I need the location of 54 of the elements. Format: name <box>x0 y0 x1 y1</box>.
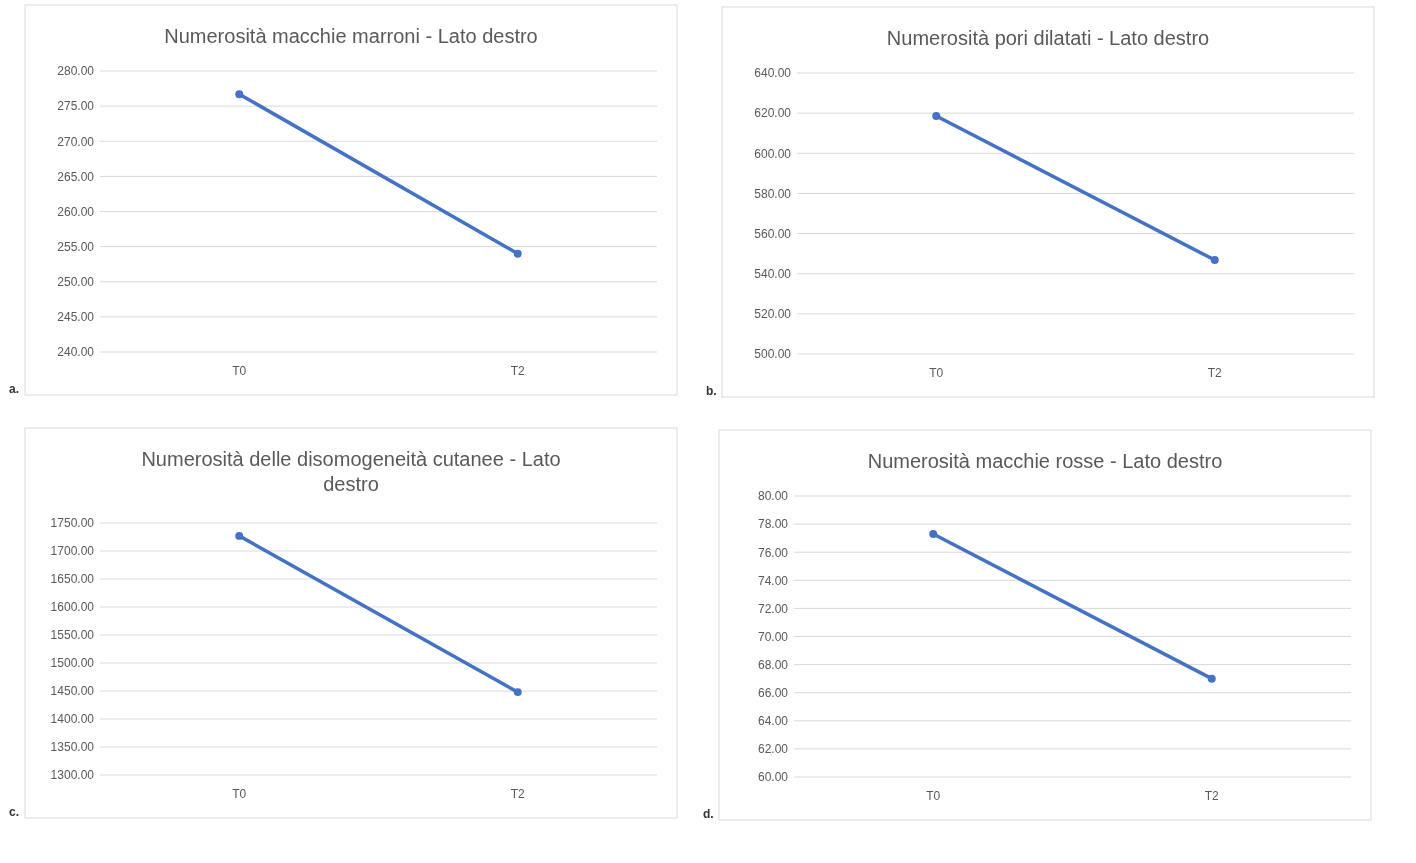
chart-title: Numerosità macchie marroni - Lato destro <box>164 25 538 47</box>
y-tick-label: 60.00 <box>757 770 789 785</box>
y-tick-label: 260.00 <box>57 204 95 219</box>
y-tick-label: 1300.00 <box>50 768 95 783</box>
chart-title: Numerosità macchie rosse - Lato destro <box>867 450 1223 472</box>
y-tick-label: 72.00 <box>757 601 789 616</box>
y-tick-label: 560.00 <box>754 226 792 241</box>
y-tick-label: 62.00 <box>757 742 789 757</box>
chart-title: Numerosità delle disomogeneità cutanee - Lato destro <box>141 448 561 495</box>
y-tick-label: 1700.00 <box>50 544 95 559</box>
y-tick-label: 68.00 <box>757 657 789 672</box>
y-tick-label: 265.00 <box>57 169 95 184</box>
y-tick-label: 280.00 <box>57 64 95 79</box>
y-tick-label: 70.00 <box>757 629 789 644</box>
y-tick-label: 240.00 <box>57 345 95 360</box>
y-tick-label: 1650.00 <box>50 572 95 587</box>
y-tick-label: 1750.00 <box>50 516 95 531</box>
text: d. <box>703 807 714 821</box>
y-tick-label: 1450.00 <box>50 684 95 699</box>
y-tick-label: 640.00 <box>754 66 792 81</box>
y-tick-label: 600.00 <box>754 146 792 161</box>
x-tick-label: T2 <box>510 363 526 378</box>
x-tick-label: T2 <box>1204 788 1220 803</box>
y-tick-label: 80.00 <box>757 489 789 504</box>
y-tick-label: 275.00 <box>57 99 95 114</box>
y-tick-label: 500.00 <box>754 347 792 362</box>
y-tick-label: 270.00 <box>57 134 95 149</box>
y-tick-label: 620.00 <box>754 106 792 121</box>
y-tick-label: 76.00 <box>757 545 789 560</box>
x-tick-label: T0 <box>232 363 247 378</box>
y-tick-label: 1550.00 <box>50 628 95 643</box>
y-tick-label: 250.00 <box>57 275 95 290</box>
y-tick-label: 1500.00 <box>50 656 95 671</box>
y-tick-label: 255.00 <box>57 239 95 254</box>
y-tick-label: 78.00 <box>757 517 789 532</box>
text: a. <box>9 382 20 396</box>
y-tick-label: 540.00 <box>754 267 792 282</box>
x-tick-label: T0 <box>929 365 944 380</box>
text: c. <box>9 805 20 819</box>
y-tick-label: 580.00 <box>754 186 792 201</box>
y-tick-label: 66.00 <box>757 686 789 701</box>
y-tick-label: 74.00 <box>757 573 789 588</box>
chart-title: Numerosità pori dilatati - Lato destro <box>886 27 1210 49</box>
y-tick-label: 1600.00 <box>50 600 95 615</box>
y-tick-label: 1400.00 <box>50 712 95 727</box>
y-tick-label: 1350.00 <box>50 740 95 755</box>
y-tick-label: 64.00 <box>757 714 789 729</box>
x-tick-label: T0 <box>232 786 247 801</box>
x-tick-label: T0 <box>926 788 941 803</box>
x-tick-label: T2 <box>1207 365 1223 380</box>
x-tick-label: T2 <box>510 786 526 801</box>
text: b. <box>706 384 717 398</box>
y-tick-label: 520.00 <box>754 307 792 322</box>
y-tick-label: 245.00 <box>57 310 95 325</box>
